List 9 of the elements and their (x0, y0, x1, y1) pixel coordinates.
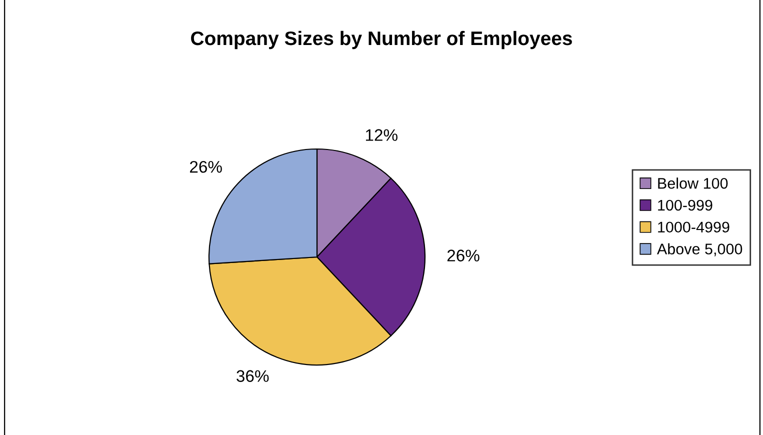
data-label: 12% (366, 129, 398, 141)
data-label: 26% (447, 250, 480, 262)
legend-label: 1000-4999 (658, 222, 730, 233)
legend-label: 100-999 (658, 200, 712, 211)
legend-label: Above 5,000 (656, 243, 742, 256)
data-label: 36% (236, 370, 269, 382)
legend-label: Below 100 (658, 178, 728, 189)
chart-title: Company Sizes by Number of Employees (191, 30, 572, 50)
data-label: 26% (190, 160, 222, 173)
